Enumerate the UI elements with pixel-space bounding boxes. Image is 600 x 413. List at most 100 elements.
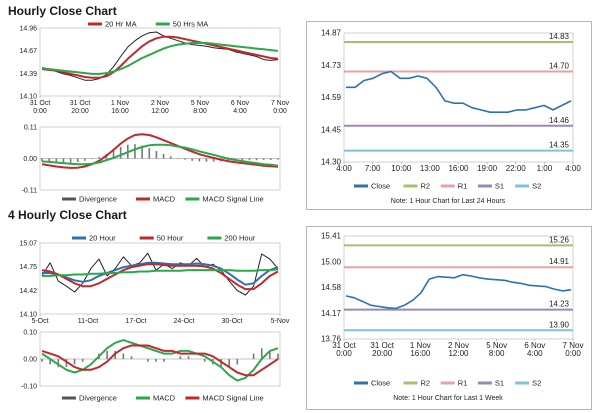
hourly_price-legend-label: 20 Hr MA bbox=[105, 20, 137, 29]
hourly_macd-legend-label: MACD bbox=[153, 195, 176, 204]
hourly_24h-legend-label: R1 bbox=[458, 182, 468, 191]
hourly_24h-level-label-s2: 14.35 bbox=[549, 141, 570, 150]
four_hourly_macd-legend-label: MACD bbox=[153, 394, 176, 403]
four_hourly_week-xtick-label: 6 Nov 4:00 bbox=[524, 341, 545, 358]
hourly_24h-legend-label: R2 bbox=[421, 182, 431, 191]
four_hourly_price-legend-label: 20 Hour bbox=[89, 234, 116, 243]
hourly-24h-panel bbox=[306, 21, 592, 210]
four_hourly_week-xtick-label: 7 Nov 0:00 bbox=[563, 341, 584, 358]
hourly_price-series-close bbox=[41, 31, 279, 81]
hourly_24h-xtick-label: 4:00 bbox=[336, 164, 352, 173]
hourly_24h-xtick-label: 13:00 bbox=[420, 164, 441, 173]
hourly_price-xtick-label: 31 Oct 20:00 bbox=[70, 100, 91, 115]
hourly_24h-legend-label: S1 bbox=[495, 182, 504, 191]
hourly_24h-level-label-r2: 14.83 bbox=[549, 32, 570, 41]
hourly_24h-ytick-label: 14.45 bbox=[321, 125, 342, 134]
hourly_macd-series-macd-signal-line bbox=[41, 143, 279, 167]
hourly_24h-xtick-label: 4:00 bbox=[565, 164, 581, 173]
four_hourly_week-xtick-label: 31 Oct 20:00 bbox=[370, 341, 394, 358]
four_hourly_price-xtick-label: 5-Oct bbox=[31, 318, 48, 325]
hourly_24h-ytick-label: 14.87 bbox=[321, 29, 342, 38]
four_hourly_price-legend-label: 50 Hour bbox=[157, 234, 184, 243]
hourly_price-ytick-label: 14.10 bbox=[19, 94, 37, 101]
hourly_24h-legend-label: Close bbox=[371, 182, 390, 191]
hourly_macd-series-macd bbox=[41, 133, 279, 169]
hourly_24h-level-label-s1: 14.46 bbox=[549, 116, 570, 125]
four_hourly_week-ytick-label: 15.00 bbox=[321, 257, 342, 266]
four_hourly_macd-legend-label: MACD Signal Line bbox=[202, 394, 263, 403]
four_hourly_week-xtick-label: 5 Nov 8:00 bbox=[486, 341, 507, 358]
four_hourly_week-ytick-label: 14.58 bbox=[321, 283, 342, 292]
four_hourly_price-series-50-hour bbox=[41, 263, 279, 291]
hourly_24h-xtick-label: 1:00 bbox=[537, 164, 553, 173]
four_hourly_price-series-20-hour bbox=[42, 261, 279, 286]
four_hourly_price-ytick-label: 14.10 bbox=[19, 312, 37, 319]
hourly_24h-xtick-label: 19:00 bbox=[477, 164, 498, 173]
four_hourly_price-legend-label: 200 Hour bbox=[224, 234, 255, 243]
four_hourly_price-series-200-hour bbox=[42, 268, 279, 277]
hourly_price-legend-label: 50 Hrs MA bbox=[173, 20, 208, 29]
four_hourly_price-xtick-label: 17-Oct bbox=[125, 318, 146, 325]
four_hourly_week-ytick-label: 13.76 bbox=[321, 335, 342, 344]
four-hourly-week-note: Note: 1 Hour Chart for Last 1 Week bbox=[393, 395, 503, 402]
hourly_macd-legend-label: Divergence bbox=[79, 195, 117, 204]
four_hourly_week-xtick-label: 2 Nov 12:00 bbox=[448, 341, 469, 358]
hourly-section-title: Hourly Close Chart bbox=[8, 4, 117, 18]
four_hourly_week-ytick-label: 15.41 bbox=[321, 232, 342, 241]
four_hourly_macd-series-macd-signal-line bbox=[41, 344, 279, 377]
four_hourly_week-legend-label: S2 bbox=[532, 379, 541, 388]
hourly_24h-plot-frame bbox=[343, 32, 574, 163]
four_hourly_week-ytick-label: 14.17 bbox=[321, 309, 342, 318]
four_hourly_week-legend-label: R2 bbox=[421, 379, 431, 388]
hourly_24h-level-label-r1: 14.70 bbox=[549, 61, 570, 70]
four-hourly-week-panel bbox=[306, 226, 592, 410]
hourly_price-xtick-label: 2 Nov 12:00 bbox=[151, 100, 170, 115]
hourly_24h-xtick-label: 7:00 bbox=[365, 164, 381, 173]
four_hourly_price-xtick-label: 30-Oct bbox=[221, 318, 242, 325]
hourly_price-xtick-label: 7 Nov 0:00 bbox=[271, 100, 290, 115]
four_hourly_week-level-label-r2: 15.26 bbox=[549, 235, 570, 244]
hourly_24h-ytick-label: 14.30 bbox=[321, 158, 342, 167]
hourly_price-ytick-label: 14.96 bbox=[19, 26, 37, 33]
four_hourly_week-legend-label: S1 bbox=[495, 379, 504, 388]
hourly_price-xtick-label: 31 Oct 0:00 bbox=[30, 100, 51, 115]
four_hourly_macd-ytick-label: 0.00 bbox=[23, 357, 37, 364]
hourly_macd-ytick-label: 0.00 bbox=[23, 156, 37, 163]
hourly_24h-series-close bbox=[346, 70, 572, 113]
four_hourly_week-level-label-s2: 13.90 bbox=[549, 320, 570, 329]
hourly_price-series-50-hrs-ma bbox=[41, 42, 279, 75]
hourly-24h-note: Note: 1 Hour Chart for Last 24 Hours bbox=[391, 198, 506, 205]
four_hourly_week-legend-label: Close bbox=[371, 379, 390, 388]
four_hourly_week-xtick-label: 1 Nov 16:00 bbox=[410, 341, 431, 358]
hourly_24h-legend-label: S2 bbox=[532, 182, 541, 191]
four_hourly_week-level-label-s1: 14.23 bbox=[549, 300, 570, 309]
hourly_price-xtick-label: 1 Nov 16:00 bbox=[111, 100, 130, 115]
four_hourly_price-xtick-label: 5-Nov bbox=[271, 318, 290, 325]
four_hourly_macd-ytick-label: 0.10 bbox=[23, 330, 37, 337]
hourly_macd-legend-label: MACD Signal Line bbox=[202, 195, 263, 204]
four_hourly_price-ytick-label: 14.75 bbox=[19, 264, 37, 271]
hourly_24h-ytick-label: 14.73 bbox=[321, 61, 342, 70]
hourly_24h-xtick-label: 16:00 bbox=[448, 164, 469, 173]
four_hourly_week-level-label-r1: 14.91 bbox=[549, 257, 570, 266]
four_hourly_macd-legend-label: Divergence bbox=[79, 394, 117, 403]
hourly_macd-ytick-label: -0.11 bbox=[22, 188, 38, 195]
four_hourly_week-xtick-label: 31 Oct 0:00 bbox=[332, 341, 356, 358]
four_hourly_price-xtick-label: 24-Oct bbox=[173, 318, 194, 325]
hourly_price-ytick-label: 14.67 bbox=[19, 48, 37, 55]
hourly_price-series-20-hr-ma bbox=[41, 35, 279, 79]
hourly_price-xtick-label: 6 Nov 4:00 bbox=[231, 100, 250, 115]
four_hourly_week-plot-frame bbox=[343, 235, 574, 340]
four_hourly_macd-ytick-label: -0.10 bbox=[21, 384, 37, 391]
hourly_24h-ytick-label: 14.59 bbox=[321, 93, 342, 102]
hourly_24h-xtick-label: 10:00 bbox=[391, 164, 412, 173]
four_hourly_week-series-close bbox=[345, 273, 572, 310]
four_hourly_price-ytick-label: 14.42 bbox=[19, 288, 37, 295]
four_hourly_price-ytick-label: 15.07 bbox=[19, 241, 37, 248]
hourly_24h-xtick-label: 22:00 bbox=[506, 164, 527, 173]
four_hourly_week-legend-label: R1 bbox=[458, 379, 468, 388]
four-hourly-section-title: 4 Hourly Close Chart bbox=[8, 208, 127, 222]
hourly_macd-ytick-label: 0.11 bbox=[24, 125, 37, 132]
four_hourly_price-xtick-label: 11-Oct bbox=[78, 318, 99, 325]
